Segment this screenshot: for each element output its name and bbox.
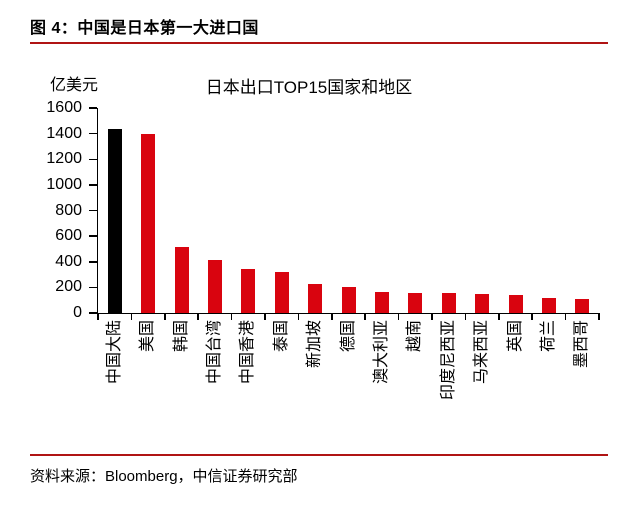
bar xyxy=(374,291,389,313)
bar xyxy=(107,128,122,313)
plot-area: 0 200 400 600 800 1000 1200 1400 1600 中国大陆 美国 韩国 中国台… xyxy=(46,99,600,400)
bar xyxy=(174,247,189,313)
y-tick-mark xyxy=(89,107,97,109)
figure-title: 图 4：中国是日本第一大进口国 xyxy=(30,20,259,37)
y-tick-mark xyxy=(89,312,97,314)
y-tick-mark xyxy=(89,286,97,289)
y-axis-tick-label: 1200 xyxy=(46,150,82,168)
x-tick-mark xyxy=(197,313,199,320)
y-axis-tick-label: 400 xyxy=(55,252,82,270)
y-tick-mark xyxy=(89,235,97,237)
x-tick-mark xyxy=(364,313,366,320)
x-tick-mark xyxy=(531,313,533,320)
x-tick-mark xyxy=(464,313,467,320)
y-axis-tick-label: 800 xyxy=(55,201,82,219)
bar xyxy=(575,298,590,313)
y-tick-mark xyxy=(89,184,97,186)
y-axis-tick-label: 200 xyxy=(55,278,82,296)
x-tick-mark xyxy=(230,313,233,320)
x-axis-label: 澳大利亚 xyxy=(372,320,390,385)
x-axis-label: 新加坡 xyxy=(306,320,324,369)
bar xyxy=(441,293,456,313)
bar xyxy=(341,286,356,313)
x-axis-label: 中国香港 xyxy=(239,320,257,385)
y-axis-tick-label: 1000 xyxy=(46,175,82,193)
y-axis-tick-label: 1400 xyxy=(46,124,82,142)
bar xyxy=(541,297,556,313)
y-axis-tick-label: 0 xyxy=(73,304,82,321)
y-tick-mark xyxy=(89,132,97,135)
x-tick-mark xyxy=(564,313,567,320)
x-axis-label: 墨西哥 xyxy=(573,320,591,369)
x-axis-label: 韩国 xyxy=(172,320,190,353)
x-axis-label: 美国 xyxy=(139,320,157,353)
x-axis-label: 德国 xyxy=(339,320,357,353)
x-tick-mark xyxy=(130,313,133,320)
x-axis-label: 中国台湾 xyxy=(205,320,223,385)
y-tick-mark xyxy=(89,261,97,263)
bottom-divider xyxy=(30,454,608,456)
y-axis-tick-label: 600 xyxy=(55,227,82,245)
x-tick-mark xyxy=(598,313,600,320)
x-tick-mark xyxy=(397,313,400,320)
x-tick-mark xyxy=(431,313,433,320)
x-tick-mark xyxy=(164,313,166,320)
x-axis-label: 泰国 xyxy=(272,320,290,353)
bar xyxy=(475,294,490,313)
bar xyxy=(408,292,423,313)
top-divider xyxy=(30,42,608,44)
x-tick-mark xyxy=(97,313,99,320)
source-note: 资料来源：Bloomberg，中信证券研究部 xyxy=(30,468,298,485)
x-axis-label: 英国 xyxy=(506,320,524,353)
y-tick-mark xyxy=(89,158,97,160)
x-tick-mark xyxy=(264,313,266,320)
x-axis-label: 中国大陆 xyxy=(105,320,123,385)
x-axis-label: 马来西亚 xyxy=(473,320,491,385)
x-tick-mark xyxy=(331,313,333,320)
bar xyxy=(141,133,156,313)
bar xyxy=(308,283,323,313)
bar xyxy=(274,272,289,313)
y-axis-unit-label: 亿美元 xyxy=(50,77,99,94)
x-axis-label: 荷兰 xyxy=(539,320,557,353)
bar xyxy=(241,268,256,313)
bar xyxy=(508,295,523,313)
x-axis-label: 印度尼西亚 xyxy=(439,320,457,401)
y-axis-tick-label: 1600 xyxy=(46,99,82,116)
y-tick-mark xyxy=(89,209,97,212)
bar xyxy=(207,260,222,313)
chart-title: 日本出口TOP15国家和地区 xyxy=(205,78,413,97)
x-tick-mark xyxy=(297,313,300,320)
x-tick-mark xyxy=(498,313,500,320)
x-axis-label: 越南 xyxy=(406,320,424,353)
